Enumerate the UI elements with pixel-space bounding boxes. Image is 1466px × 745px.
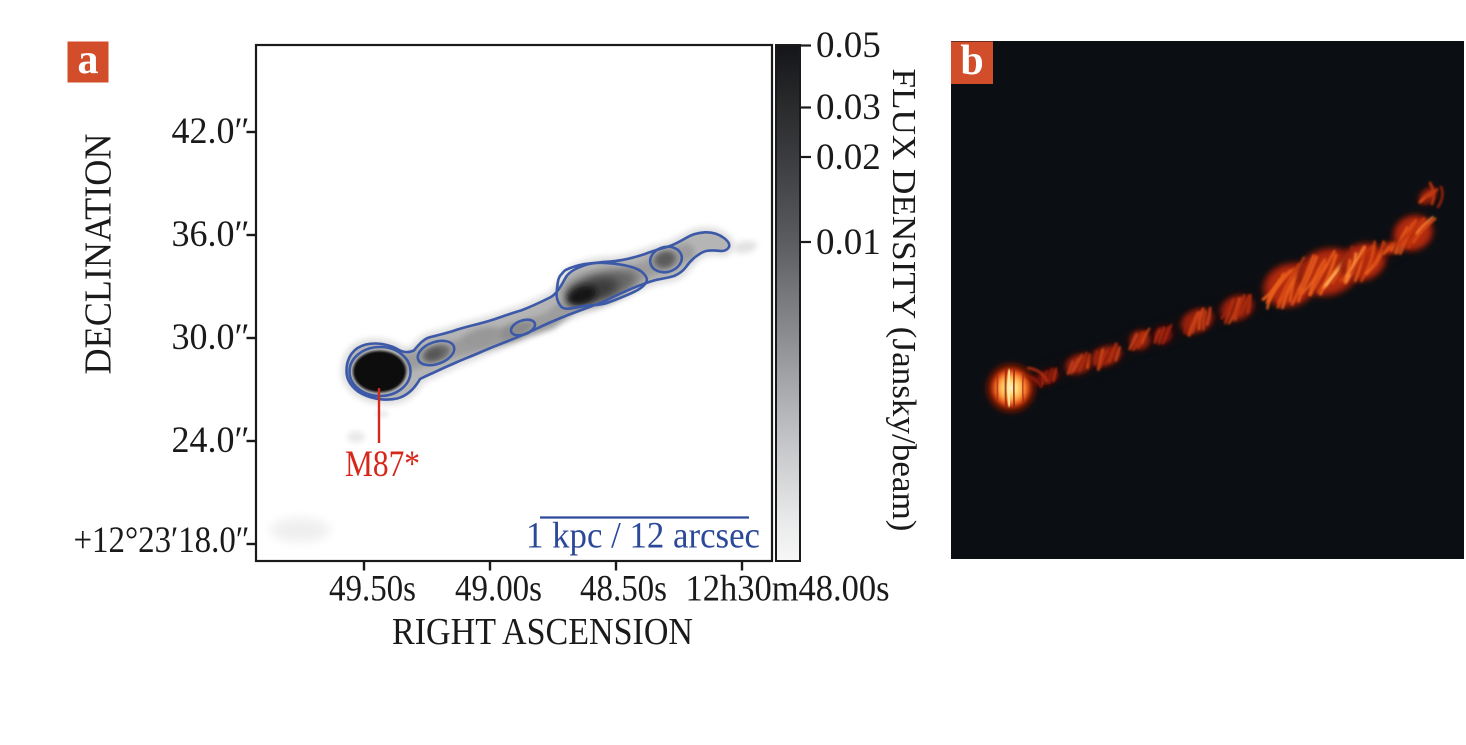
svg-text:a: a xyxy=(78,37,99,83)
svg-text:12h30m48.00s: 12h30m48.00s xyxy=(686,569,890,610)
svg-text:RIGHT ASCENSION: RIGHT ASCENSION xyxy=(392,611,693,653)
svg-text:0.02: 0.02 xyxy=(816,137,881,178)
svg-text:FLUX DENSITY (Jansky/beam): FLUX DENSITY (Jansky/beam) xyxy=(885,69,922,532)
svg-text:M87*: M87* xyxy=(345,444,420,485)
svg-text:49.50s: 49.50s xyxy=(329,569,416,610)
svg-text:0.03: 0.03 xyxy=(816,87,881,128)
svg-text:DECLINATION: DECLINATION xyxy=(78,134,120,375)
svg-text:48.50s: 48.50s xyxy=(580,569,667,610)
svg-text:42.0″: 42.0″ xyxy=(172,111,250,152)
svg-text:b: b xyxy=(960,38,983,84)
svg-text:36.0″: 36.0″ xyxy=(172,214,250,255)
svg-text:1 kpc / 12 arcsec: 1 kpc / 12 arcsec xyxy=(526,516,760,557)
svg-text:24.0″: 24.0″ xyxy=(172,420,250,461)
svg-text:49.00s: 49.00s xyxy=(455,569,542,610)
svg-text:0.01: 0.01 xyxy=(816,222,881,263)
svg-text:0.05: 0.05 xyxy=(816,25,881,66)
svg-text:30.0″: 30.0″ xyxy=(172,317,250,358)
svg-text:+12°23′18.0″: +12°23′18.0″ xyxy=(74,520,250,561)
